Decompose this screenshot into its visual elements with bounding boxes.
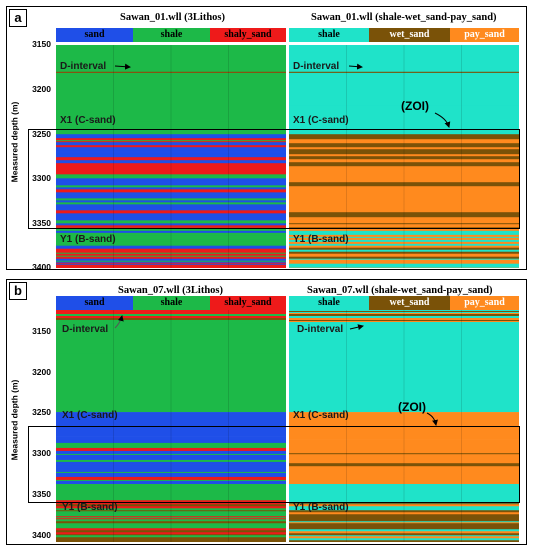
d-interval-label-right: D-interval [297, 324, 344, 335]
panel-b: b Sawan_07.wll (3Lithos) Sawan_07.wll (s… [6, 279, 527, 545]
legend-shale: shale [133, 296, 210, 310]
lithology-track-3lithos [56, 45, 286, 268]
zoi-arrow [434, 112, 451, 128]
d-interval-label-left: D-interval [60, 61, 107, 72]
zoi-label: (ZOI) [401, 99, 429, 113]
depth-tick: 3150 [32, 326, 51, 336]
legend-sand: sand [56, 28, 133, 42]
left-track-title: Sawan_01.wll (3Lithos) [120, 12, 226, 23]
legend-pay-sand: pay_sand [450, 296, 519, 310]
zoi-label: (ZOI) [398, 400, 426, 414]
depth-tick: 3200 [32, 367, 51, 377]
depth-tick: 3300 [32, 173, 51, 183]
annotation-arrows [114, 63, 451, 128]
d-interval-label-left: D-interval [62, 324, 109, 335]
legend-shaly-sand: shaly_sand [210, 296, 286, 310]
legend-wet-sand: wet_sand [369, 296, 450, 310]
y1-b-sand-label-left: Y1 (B-sand) [60, 234, 116, 245]
lithology-track-fluid [289, 45, 519, 268]
panel-label: b [9, 282, 27, 300]
d-interval-arrow-left [114, 63, 131, 70]
zoi-arrow [426, 412, 438, 426]
legend-pay-sand: pay_sand [450, 28, 519, 42]
y1-b-sand-label-right: Y1 (B-sand) [293, 234, 349, 245]
depth-tick: 3400 [32, 262, 51, 272]
annotation-arrows [114, 315, 438, 426]
panel-a: a Sawan_01.wll (3Lithos) Sawan_01.wll (s… [6, 6, 527, 272]
x1-c-sand-label-left: X1 (C-sand) [60, 115, 116, 126]
lithology-track-fluid [289, 310, 519, 542]
x1-c-sand-label-left: X1 (C-sand) [62, 410, 118, 421]
x1-c-sand-label-right: X1 (C-sand) [293, 115, 349, 126]
depth-tick: 3400 [32, 530, 51, 540]
y1-b-sand-label-right: Y1 (B-sand) [293, 502, 349, 513]
d-interval-arrow-left [114, 315, 124, 329]
y1-b-sand-label-left: Y1 (B-sand) [62, 502, 118, 513]
depth-tick: 3250 [32, 129, 51, 139]
legend-sand: sand [56, 296, 133, 310]
depth-tick: 3300 [32, 448, 51, 458]
depth-tick: 3350 [32, 218, 51, 228]
legend-shale-fluid: shale [289, 296, 369, 310]
d-interval-arrow-right [348, 63, 363, 70]
panel-label: a [9, 9, 27, 27]
d-interval-arrow-right [349, 324, 364, 331]
right-track-title: Sawan_07.wll (shale-wet_sand-pay_sand) [307, 285, 493, 296]
right-track-title: Sawan_01.wll (shale-wet_sand-pay_sand) [311, 12, 497, 23]
depth-tick: 3150 [32, 39, 51, 49]
depth-tick: 3350 [32, 489, 51, 499]
legend-shale: shale [133, 28, 210, 42]
depth-tick: 3250 [32, 407, 51, 417]
depth-tick: 3200 [32, 84, 51, 94]
left-track-title: Sawan_07.wll (3Lithos) [118, 285, 224, 296]
legend-wet-sand: wet_sand [369, 28, 450, 42]
legend-shale-fluid: shale [289, 28, 369, 42]
x1-c-sand-label-right: X1 (C-sand) [293, 410, 349, 421]
d-interval-label-right: D-interval [293, 61, 340, 72]
legend-shaly-sand: shaly_sand [210, 28, 286, 42]
